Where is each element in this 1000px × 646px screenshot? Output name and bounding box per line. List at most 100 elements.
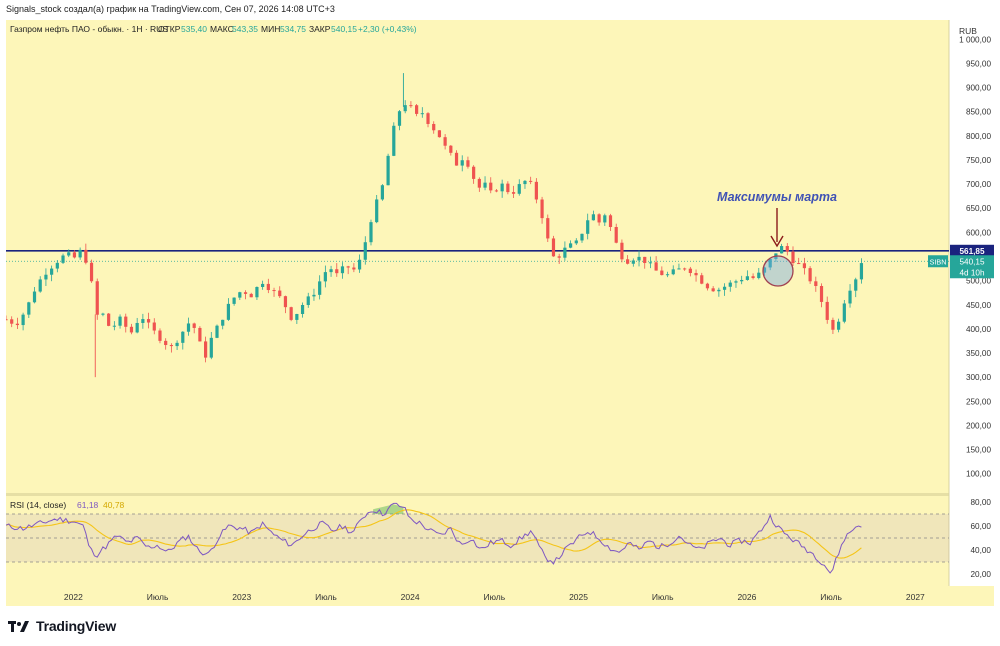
candle-body <box>825 301 829 320</box>
candle-body <box>158 330 162 341</box>
rsi-ma-value: 40,78 <box>103 500 125 510</box>
annotation-arrow <box>770 208 784 248</box>
candle-body <box>665 274 670 276</box>
price-tick-label: 150,00 <box>966 446 991 455</box>
candle-body <box>660 270 664 276</box>
last-price-label: 540,15 <box>959 257 984 266</box>
candle-body <box>181 331 185 343</box>
chart-area[interactable]: Газпром нефть ПАО - обыкн. · 1H · RUS ОТ… <box>4 20 994 606</box>
candle-body <box>329 269 333 273</box>
rsi-label: RSI (14, close) <box>10 500 66 510</box>
price-tick-label: 850,00 <box>966 108 991 117</box>
time-tick-label: Июль <box>315 592 337 602</box>
candle-body <box>791 251 795 264</box>
candle-body <box>477 178 481 188</box>
candle-body <box>814 281 818 286</box>
candle-body <box>55 262 59 269</box>
candle-body <box>529 180 533 182</box>
candle-body <box>204 341 208 358</box>
price-tick-label: 650,00 <box>966 204 991 213</box>
candle-body <box>10 319 14 324</box>
candle-body <box>648 262 653 264</box>
candle-body <box>386 155 390 186</box>
candle-body <box>129 326 134 333</box>
candle-body <box>454 152 459 166</box>
candle-body <box>819 285 824 302</box>
candle-body <box>209 337 213 358</box>
candle-body <box>432 123 436 131</box>
price-tick-label: 200,00 <box>966 421 991 430</box>
candle-body <box>420 113 424 115</box>
candle-body <box>688 268 692 274</box>
candle-body <box>837 321 841 330</box>
candle-body <box>32 291 37 303</box>
candle-body <box>768 258 772 268</box>
candle-body <box>146 319 151 323</box>
candle-body <box>375 199 379 223</box>
price-pane[interactable] <box>6 20 949 493</box>
time-tick-label: Июль <box>820 592 842 602</box>
rsi-value: 61,18 <box>77 500 99 510</box>
last-price-tag <box>950 255 994 279</box>
candle-body <box>243 292 248 294</box>
candle-body <box>506 183 510 193</box>
level-price-tag <box>950 244 994 257</box>
time-scale[interactable] <box>6 586 994 606</box>
time-tick-label: 2022 <box>64 592 83 602</box>
legend-close-label: ЗАКР <box>309 24 331 34</box>
candle-body <box>460 160 464 166</box>
price-tick-label: 500,00 <box>966 277 991 286</box>
candle-body <box>107 313 111 326</box>
price-tick-label: 800,00 <box>966 132 991 141</box>
candle-body <box>306 296 310 306</box>
legend-close: 540,15 <box>331 24 357 34</box>
candle-body <box>643 256 647 264</box>
candle-body <box>278 290 282 297</box>
candle-body <box>637 256 641 261</box>
candle-body <box>740 279 744 282</box>
candle-body <box>380 185 384 200</box>
pane-separator[interactable] <box>6 493 949 496</box>
candle-body <box>580 233 584 241</box>
chart-credit: Signals_stock создал(а) график на Tradin… <box>6 4 335 14</box>
legend-symbol: Газпром нефть ПАО - обыкн. · 1H · RUS <box>10 24 168 34</box>
candle-body <box>671 269 675 275</box>
candle-body <box>295 314 299 320</box>
candle-body <box>272 290 276 292</box>
price-tick-label: 750,00 <box>966 156 991 165</box>
rsi-line <box>5 502 862 574</box>
ticker-label: SIBN <box>930 257 947 266</box>
price-tick-label: 100,00 <box>966 470 991 479</box>
candle-body <box>169 345 173 347</box>
price-scale[interactable] <box>949 20 994 586</box>
candle-body <box>300 305 305 315</box>
tradingview-logo-text: TradingView <box>36 618 117 634</box>
candle-body <box>551 238 556 257</box>
candle-body <box>808 268 812 282</box>
rsi-tick-label: 40,00 <box>971 546 992 555</box>
candle-body <box>266 283 270 291</box>
candle-body <box>802 263 807 269</box>
candle-body <box>152 322 156 331</box>
candle-body <box>557 256 561 258</box>
candle-body <box>415 105 419 114</box>
candle-body <box>357 259 362 270</box>
candle-body <box>61 255 65 263</box>
candle-body <box>437 130 442 138</box>
candle-body <box>238 292 242 298</box>
candle-body <box>312 294 316 297</box>
candle-body <box>654 262 658 271</box>
candle-body <box>563 247 567 258</box>
candle-body <box>369 222 373 243</box>
candle-body <box>192 323 196 328</box>
candle-body <box>226 303 231 320</box>
tradingview-logo: TradingView <box>8 616 116 636</box>
time-tick-label: Июль <box>147 592 169 602</box>
time-tick-label: 2025 <box>569 592 588 602</box>
price-chart[interactable]: Газпром нефть ПАО - обыкн. · 1H · RUS ОТ… <box>4 20 994 606</box>
candle-body <box>397 111 402 126</box>
candle-body <box>722 286 727 290</box>
time-tick-label: 2023 <box>232 592 251 602</box>
annotation-text: Максимумы марта <box>717 190 837 204</box>
candle-body <box>318 281 322 295</box>
